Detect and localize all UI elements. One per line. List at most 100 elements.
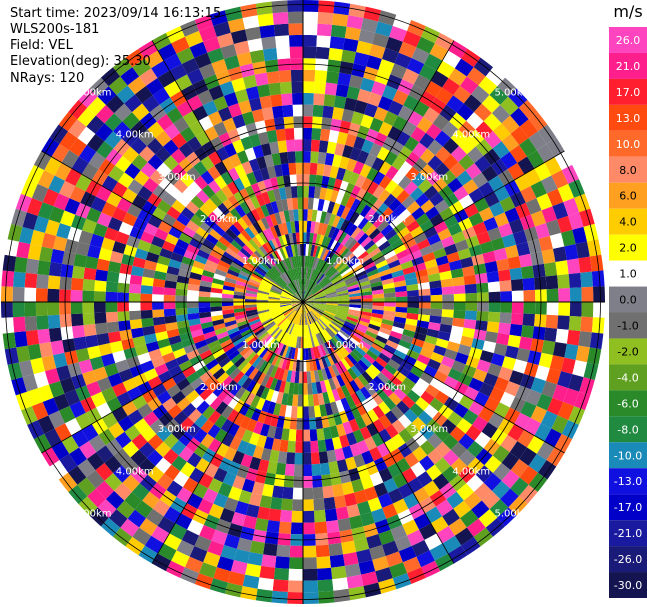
velocity-gate [339,434,350,448]
velocity-gate [359,314,372,321]
velocity-gate [312,308,322,317]
velocity-gate [304,313,307,326]
velocity-gate [496,332,510,346]
velocity-gate [441,418,457,435]
velocity-gate [376,388,389,402]
velocity-gate [332,256,342,268]
velocity-gate [465,292,478,302]
velocity-gate [337,305,350,310]
velocity-gate [323,497,336,510]
velocity-gate [524,168,542,186]
velocity-gate [355,389,367,403]
velocity-gate [484,131,502,149]
velocity-gate [466,474,484,492]
velocity-gate [295,429,303,442]
velocity-gate [443,396,459,412]
velocity-gate [581,286,594,302]
velocity-gate [339,219,350,232]
velocity-gate [391,269,404,278]
velocity-gate [395,291,408,298]
velocity-gate [442,50,462,69]
velocity-gate [303,92,314,105]
velocity-gate [484,455,502,473]
velocity-gate [341,481,355,496]
velocity-gate [316,567,333,581]
velocity-gate [304,325,307,337]
velocity-gate [388,488,404,504]
velocity-gate [376,202,389,216]
velocity-gate [519,465,538,485]
velocity-gate [453,309,466,319]
velocity-gate [369,276,382,284]
velocity-gate [346,86,361,101]
velocity-gate [463,491,482,510]
velocity-gate [400,232,414,244]
velocity-gate [312,393,320,406]
velocity-gate [378,352,391,364]
velocity-gate [373,457,388,472]
velocity-gate [343,356,355,368]
velocity-gate [303,290,308,302]
velocity-gate [510,477,529,497]
velocity-gate [311,128,322,141]
velocity-gate [378,401,391,415]
velocity-gate [365,367,377,380]
velocity-gate [468,347,483,360]
velocity-gate [292,499,303,512]
velocity-gate [310,283,319,294]
velocity-gate [354,415,367,430]
velocity-gate [334,348,344,361]
velocity-gate [436,60,455,78]
velocity-gate [557,274,570,289]
velocity-gate [522,277,535,291]
velocity-gate [416,550,435,568]
velocity-gate [333,317,345,326]
velocity-gate [303,406,310,419]
velocity-gate [412,431,428,447]
velocity-gate [487,311,501,323]
velocity-gate [311,463,322,476]
velocity-gate [367,92,383,107]
velocity-gate [366,194,379,209]
velocity-gate [589,254,604,272]
velocity-gate [328,47,343,62]
velocity-gate [307,267,313,280]
velocity-gate [351,111,365,126]
velocity-gate [522,313,535,327]
velocity-gate [557,215,573,233]
velocity-gate [443,214,459,229]
velocity-gate [303,522,316,535]
velocity-gate [432,473,450,490]
velocity-gate [383,292,396,298]
velocity-gate [504,244,519,259]
velocity-gate [338,180,349,194]
velocity-gate [449,162,466,178]
velocity-gate [310,284,320,294]
velocity-gate [390,524,407,541]
velocity-gate [348,515,364,530]
velocity-gate [298,383,303,395]
velocity-gate [394,285,407,293]
velocity-gate [481,165,498,182]
velocity-gate [443,348,458,361]
velocity-gate [435,146,451,163]
velocity-gate [490,237,505,251]
velocity-gate [351,264,364,273]
velocity-gate [323,286,335,293]
velocity-gate [303,580,319,593]
colorbar-tick-label: -26.0 [614,553,642,566]
velocity-gate [366,395,379,410]
velocity-gate [346,238,358,251]
velocity-gate [303,69,316,82]
velocity-gate [381,318,394,327]
velocity-gate [295,441,303,453]
velocity-gate [357,359,369,372]
colorbar-tick-label: 1.0 [619,268,637,281]
velocity-gate [482,340,497,354]
velocity-gate [424,335,438,346]
velocity-gate [330,118,342,132]
velocity-gate [360,298,373,302]
velocity-gate [446,251,461,263]
velocity-gate [357,374,369,387]
velocity-gate [343,323,355,332]
